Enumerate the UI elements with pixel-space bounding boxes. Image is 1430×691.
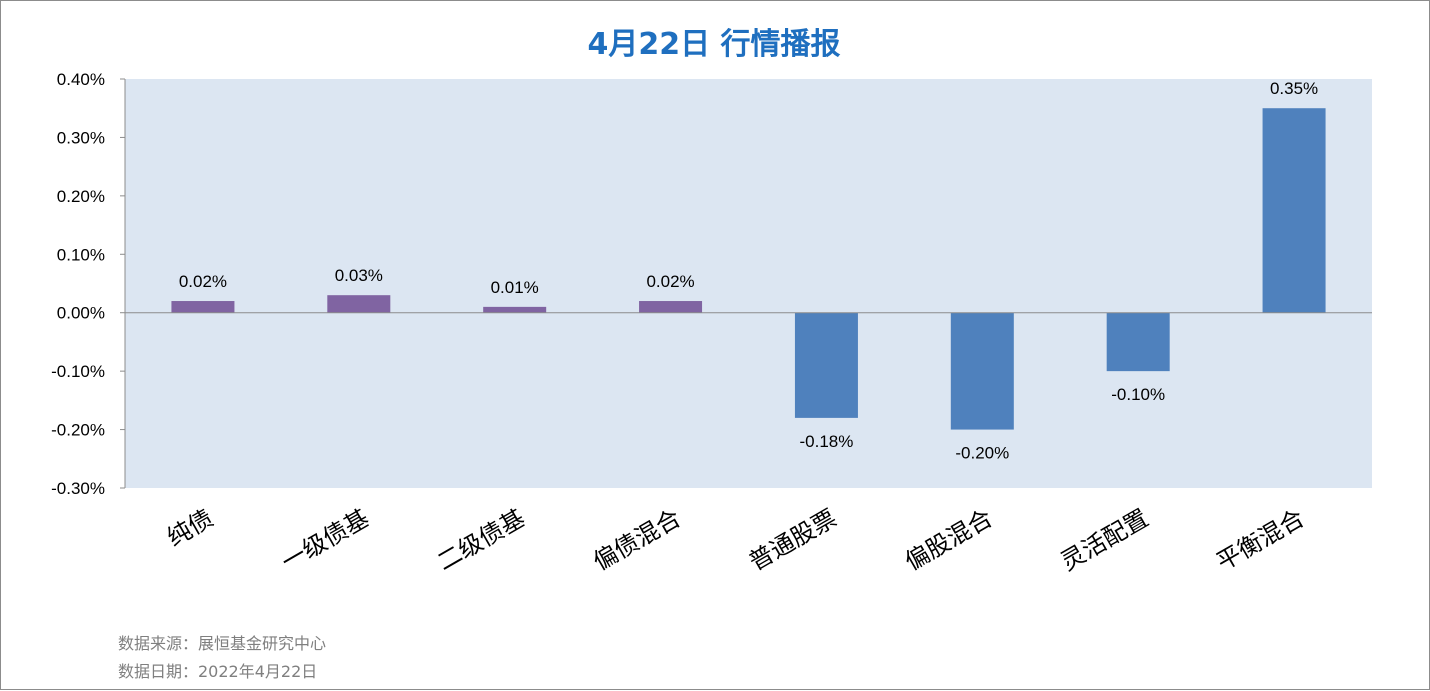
plot-area [125, 79, 1372, 488]
data-label: -0.20% [955, 444, 1009, 463]
y-tick-label: 0.20% [57, 187, 105, 206]
footer-date: 数据日期：2022年4月22日 [118, 662, 318, 681]
x-category-label: 平衡混合 [1212, 504, 1309, 576]
bar-5 [794, 312, 858, 418]
y-tick-label: -0.30% [51, 479, 105, 498]
chart-title: 4月22日 行情播报 [587, 27, 840, 62]
data-label: 0.02% [646, 272, 694, 291]
x-category-label: 纯债 [162, 504, 218, 552]
x-category-label: 二级债基 [433, 504, 530, 576]
bar-8 [1262, 108, 1326, 313]
bar-1 [171, 301, 235, 313]
data-label: 0.01% [491, 278, 539, 297]
x-category-label: 灵活配置 [1056, 504, 1153, 576]
x-category-label: 一级债基 [277, 504, 374, 576]
data-label: 0.03% [335, 266, 383, 285]
y-tick-label: -0.20% [51, 421, 105, 440]
data-label: -0.18% [800, 432, 854, 451]
x-category-label: 普通股票 [744, 504, 841, 576]
x-category-label: 偏债混合 [588, 504, 685, 576]
y-tick-label: 0.30% [57, 128, 105, 147]
y-tick-label: 0.10% [57, 245, 105, 264]
footer-source: 数据来源：展恒基金研究中心 [118, 634, 327, 653]
y-tick-label: 0.00% [57, 304, 105, 323]
bar-3 [483, 306, 547, 313]
data-label: -0.10% [1111, 385, 1165, 404]
bar-4 [639, 301, 703, 313]
bar-2 [327, 295, 391, 313]
y-tick-label: -0.10% [51, 362, 105, 381]
data-label: 0.02% [179, 272, 227, 291]
y-tick-label: 0.40% [57, 70, 105, 89]
data-label: 0.35% [1270, 79, 1318, 98]
bar-7 [1106, 312, 1170, 372]
bar-6 [950, 312, 1014, 430]
x-category-label: 偏股混合 [900, 504, 997, 576]
